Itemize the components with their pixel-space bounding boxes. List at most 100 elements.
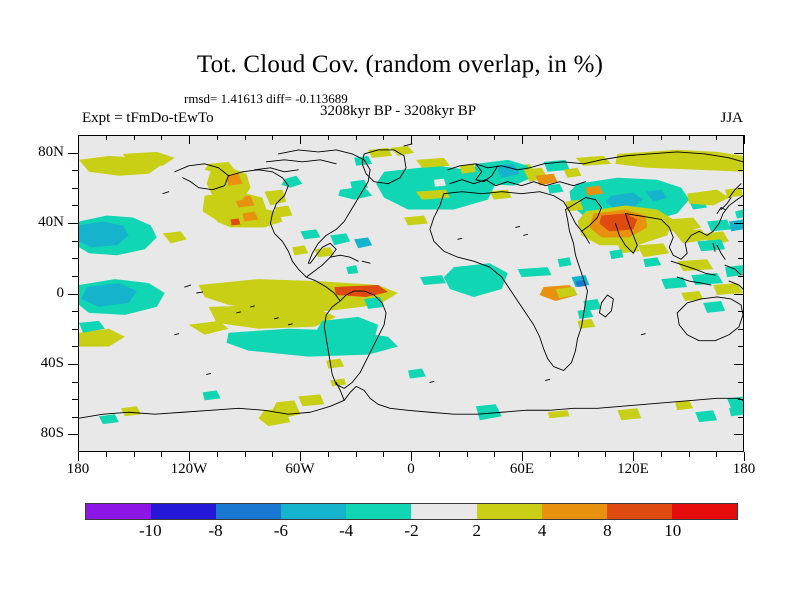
x-tick — [466, 452, 468, 457]
y-tick-right — [734, 434, 744, 436]
colorbar-segment — [541, 504, 607, 519]
x-tick-top — [716, 135, 718, 140]
x-tick-top — [327, 135, 329, 140]
x-tick-top — [688, 135, 690, 140]
y-tick — [72, 205, 78, 207]
x-tick-top — [633, 135, 634, 144]
y-tick-right — [738, 311, 744, 313]
x-tick-top — [161, 135, 163, 140]
x-axis-label: 180 — [732, 461, 756, 477]
y-tick-right — [738, 240, 744, 242]
x-tick — [300, 452, 301, 461]
x-tick-top — [105, 135, 107, 140]
colorbar-segment — [216, 504, 282, 519]
y-tick-right — [738, 328, 744, 330]
y-tick-right — [738, 258, 744, 260]
x-tick — [244, 452, 246, 457]
y-tick — [72, 416, 78, 418]
x-tick — [355, 452, 357, 457]
coastlines — [79, 143, 743, 419]
period-label: 3208kyr BP - 3208kyr BP — [320, 103, 477, 119]
x-tick-top — [216, 135, 218, 140]
x-tick — [411, 452, 412, 461]
x-tick-top — [300, 135, 301, 144]
x-tick — [272, 452, 274, 457]
y-tick — [72, 258, 78, 260]
colorbar-labels: -10 -8 -6 -4 -2 2 4 8 10 — [85, 521, 738, 543]
experiment-label: Expt = tFmDo-tEwTo — [82, 110, 214, 126]
x-tick-top — [494, 135, 496, 140]
colorbar-tick-label: 10 — [664, 521, 682, 540]
y-tick — [72, 311, 78, 313]
y-tick — [72, 275, 78, 277]
colorbar-segment — [671, 504, 737, 519]
x-tick — [688, 452, 690, 457]
x-tick-top — [78, 135, 79, 144]
world-map-svg — [79, 136, 743, 451]
x-tick — [549, 452, 551, 457]
y-tick-right — [738, 399, 744, 401]
x-tick-top — [605, 135, 607, 140]
x-axis-label: 120W — [170, 461, 208, 477]
x-tick-top — [272, 135, 274, 140]
colorbar-segment — [346, 504, 412, 519]
colorbar-tick-label: -8 — [208, 521, 223, 540]
colorbar-tick-label: 2 — [472, 521, 482, 540]
y-axis-label: 40N — [38, 214, 64, 231]
colorbar-segment — [151, 504, 217, 519]
y-tick-right — [738, 416, 744, 418]
y-tick — [72, 328, 78, 330]
x-tick — [744, 452, 745, 461]
x-tick-top — [466, 135, 468, 140]
colorbar-tick-label: -6 — [273, 521, 288, 540]
y-tick-right — [738, 187, 744, 189]
season-label: JJA — [720, 110, 743, 126]
x-tick — [633, 452, 634, 461]
colorbar-segment — [86, 504, 152, 519]
x-tick-top — [549, 135, 551, 140]
y-tick-right — [738, 346, 744, 348]
x-tick-top — [438, 135, 440, 140]
x-tick — [660, 452, 662, 457]
x-tick — [438, 452, 440, 457]
y-tick-right — [734, 223, 744, 225]
statistics-line: rmsd= 1.41613 diff= -0.113689 — [184, 91, 348, 106]
x-tick-top — [355, 135, 357, 140]
y-tick — [72, 399, 78, 401]
x-tick — [327, 452, 329, 457]
x-tick-top — [660, 135, 662, 140]
x-tick-top — [133, 135, 135, 140]
y-tick — [68, 363, 78, 365]
x-axis-label: 60E — [509, 461, 535, 477]
x-tick — [716, 452, 718, 457]
x-tick-top — [577, 135, 579, 140]
x-tick — [605, 452, 607, 457]
x-tick — [161, 452, 163, 457]
x-tick — [216, 452, 218, 457]
x-tick — [494, 452, 496, 457]
colorbar — [85, 503, 738, 520]
y-tick — [68, 223, 78, 225]
colorbar-segment — [476, 504, 542, 519]
map-plot-area — [78, 135, 744, 452]
x-axis-label: 180 — [66, 461, 90, 477]
x-axis-label: 0 — [407, 461, 415, 477]
y-axis-label: 80S — [40, 425, 64, 442]
colorbar-tick-label: -4 — [339, 521, 354, 540]
x-tick — [189, 452, 190, 461]
anomaly-contours — [79, 145, 743, 427]
colorbar-tick-label: -2 — [404, 521, 419, 540]
y-tick-right — [738, 170, 744, 172]
x-tick — [522, 452, 523, 461]
x-tick-top — [411, 135, 412, 144]
colorbar-tick-label: 4 — [537, 521, 547, 540]
y-tick — [72, 240, 78, 242]
page-title: Tot. Cloud Cov. (random overlap, in %) — [196, 51, 604, 78]
y-tick-right — [734, 152, 744, 154]
y-axis-label: 40S — [40, 354, 64, 371]
x-tick — [383, 452, 385, 457]
x-tick-top — [189, 135, 190, 144]
y-axis-label: 80N — [38, 143, 64, 160]
y-tick-right — [738, 275, 744, 277]
x-tick — [105, 452, 107, 457]
